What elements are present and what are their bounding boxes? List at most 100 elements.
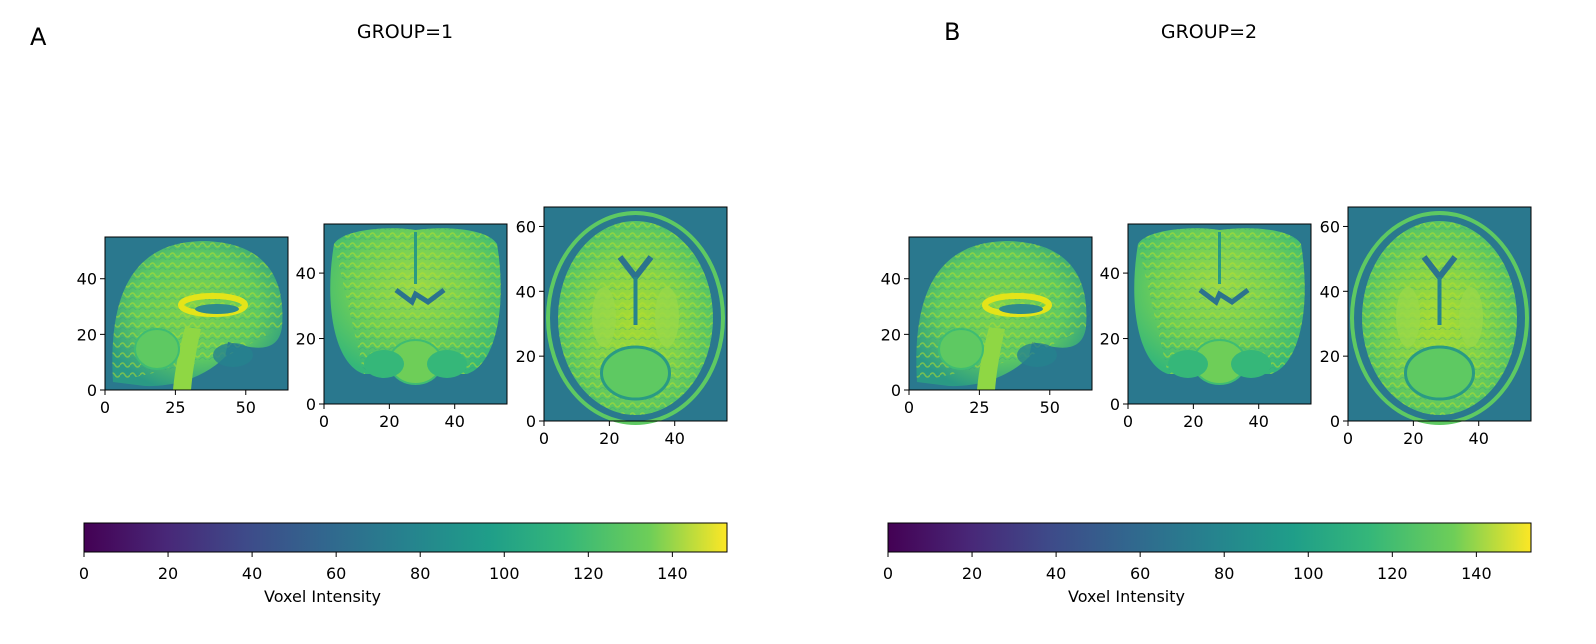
panel-B: B GROUP=2 0 25 50 0 20 40 0 20 40 0 20 40 0 20 40 0 20 40 60… (881, 18, 1532, 606)
gyri-texture (1138, 228, 1305, 374)
gyri-texture (334, 228, 501, 374)
y-tick-label: 20 (1100, 330, 1120, 349)
y-tick-label: 20 (296, 330, 316, 349)
basal-ganglia-left (1396, 287, 1420, 347)
ventricle (999, 304, 1043, 314)
coronal-slice: 0 20 40 0 20 40 (1100, 223, 1312, 431)
x-tick-label: 50 (236, 398, 256, 417)
x-tick-label: 20 (379, 412, 399, 431)
brainstem (173, 327, 201, 390)
y-tick-label: 0 (1110, 395, 1120, 414)
colorbar-tick-label: 20 (158, 564, 178, 583)
y-tick-label: 60 (516, 217, 536, 236)
image-frame (908, 236, 1093, 391)
cerebellum (600, 345, 671, 401)
x-tick-label: 0 (904, 398, 914, 417)
image-frame (104, 236, 289, 391)
sagittal-slice: 0 25 50 0 20 40 (77, 236, 289, 417)
y-tick-label: 40 (881, 270, 901, 289)
ventricles (394, 288, 446, 306)
x-tick-label: 20 (1183, 412, 1203, 431)
x-tick-label: 20 (1403, 429, 1423, 448)
axial-slice: 0 20 40 0 20 40 60 (516, 206, 728, 448)
colorbar-tick-label: 140 (657, 564, 688, 583)
x-tick-label: 20 (599, 429, 619, 448)
cerebellum-right (1231, 350, 1271, 378)
image-frame (1127, 223, 1312, 405)
x-tick-label: 50 (1040, 398, 1060, 417)
ventricles (1198, 288, 1250, 306)
x-tick-label: 0 (1123, 412, 1133, 431)
image-frame (543, 206, 728, 422)
colorbar-tick-label: 80 (1214, 564, 1234, 583)
x-tick-label: 25 (969, 398, 989, 417)
cerebellum (938, 328, 984, 370)
colorbar-tick-label: 40 (242, 564, 262, 583)
colorbar-tick-label: 20 (962, 564, 982, 583)
dark-region (213, 343, 253, 367)
colorbar-gradient (83, 522, 728, 553)
panel-title: GROUP=2 (1161, 21, 1257, 43)
x-tick-label: 40 (1469, 429, 1489, 448)
axial-slice: 0 20 40 0 20 40 60 (1320, 206, 1532, 448)
colorbar-tick-label: 0 (79, 564, 89, 583)
panel-letter: B (944, 18, 960, 46)
x-tick-label: 0 (319, 412, 329, 431)
colorbar-label: Voxel Intensity (264, 587, 381, 606)
colorbar-tick-label: 120 (1377, 564, 1408, 583)
x-tick-label: 25 (165, 398, 185, 417)
panel-letter: A (30, 23, 47, 51)
y-tick-label: 60 (1320, 217, 1340, 236)
x-tick-label: 40 (1249, 412, 1269, 431)
y-tick-label: 0 (1330, 412, 1340, 431)
cerebellum (1404, 345, 1475, 401)
basal-ganglia-left (592, 287, 616, 347)
y-tick-label: 40 (1100, 264, 1120, 283)
colorbar-tick-label: 60 (1130, 564, 1150, 583)
x-tick-label: 40 (665, 429, 685, 448)
sagittal-slice: 0 25 50 0 20 40 (881, 236, 1093, 417)
image-frame (1347, 206, 1532, 422)
colorbar: 0 20 40 60 80 100 120 140 Voxel Intensity (79, 522, 728, 606)
colorbar-tick-label: 80 (410, 564, 430, 583)
brainstem (977, 327, 1005, 390)
colorbar-tick-label: 140 (1461, 564, 1492, 583)
colorbar-tick-label: 40 (1046, 564, 1066, 583)
colorbar: 0 20 40 60 80 100 120 140 Voxel Intensity (883, 522, 1532, 606)
x-tick-label: 0 (100, 398, 110, 417)
dark-region (1017, 343, 1057, 367)
y-tick-label: 40 (77, 270, 97, 289)
y-tick-label: 20 (77, 325, 97, 344)
y-tick-label: 20 (881, 325, 901, 344)
y-tick-label: 40 (296, 264, 316, 283)
colorbar-tick-label: 100 (489, 564, 520, 583)
coronal-slice: 0 20 40 0 20 40 (296, 223, 508, 431)
colorbar-tick-label: 120 (573, 564, 604, 583)
y-tick-label: 0 (526, 412, 536, 431)
basal-ganglia-right (1459, 287, 1483, 347)
ventricle (195, 304, 239, 314)
colorbar-tick-label: 100 (1293, 564, 1324, 583)
cerebellum-left (1168, 350, 1208, 378)
y-tick-label: 0 (306, 395, 316, 414)
y-tick-label: 0 (87, 381, 97, 400)
x-tick-label: 0 (539, 429, 549, 448)
skull-ring (1350, 211, 1529, 425)
colorbar-tick-label: 0 (883, 564, 893, 583)
y-tick-label: 20 (516, 347, 536, 366)
colorbar-label: Voxel Intensity (1068, 587, 1185, 606)
colorbar-gradient (887, 522, 1532, 553)
corpus-callosum (178, 293, 248, 317)
corpus-callosum (982, 293, 1052, 317)
cerebellum (134, 328, 180, 370)
colorbar-tick-label: 60 (326, 564, 346, 583)
x-tick-label: 0 (1343, 429, 1353, 448)
panel-A: A GROUP=1 0 25 50 0 20 40 0 20 40 0 20 40 0 20 40 0 20 40 60… (30, 21, 728, 606)
cerebellum-right (427, 350, 467, 378)
x-tick-label: 40 (445, 412, 465, 431)
y-tick-label: 40 (1320, 282, 1340, 301)
skull-ring (546, 211, 725, 425)
y-tick-label: 20 (1320, 347, 1340, 366)
basal-ganglia-right (655, 287, 679, 347)
